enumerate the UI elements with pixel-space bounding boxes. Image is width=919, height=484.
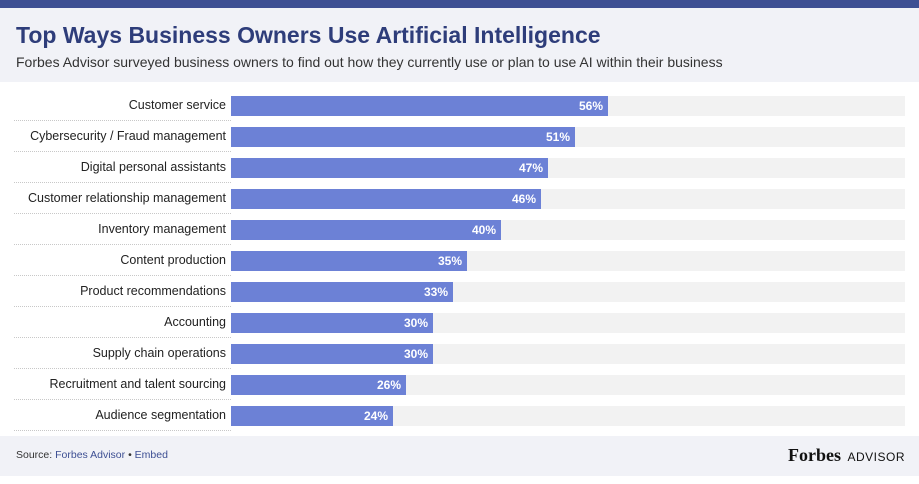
bar-value-label: 35% <box>437 254 462 268</box>
bar[interactable]: 47% <box>231 158 548 178</box>
bar-value-label: 30% <box>403 347 428 361</box>
row-divider <box>14 430 231 431</box>
bar-value-label: 46% <box>511 192 536 206</box>
bar-value-label: 56% <box>578 99 603 113</box>
bar[interactable]: 40% <box>231 220 501 240</box>
bar-row: Recruitment and talent sourcing 26% <box>0 369 919 400</box>
bar-row: Content production 35% <box>0 245 919 276</box>
bar-value-label: 24% <box>363 409 388 423</box>
bar-row: Inventory management 40% <box>0 214 919 245</box>
bar-row: Accounting 30% <box>0 307 919 338</box>
bar[interactable]: 24% <box>231 406 393 426</box>
category-label: Recruitment and talent sourcing <box>49 377 226 391</box>
logo-advisor-text: ADVISOR <box>847 450 905 464</box>
bar[interactable]: 46% <box>231 189 541 209</box>
row-divider <box>14 306 231 307</box>
bar-row: Audience segmentation 24% <box>0 400 919 431</box>
bar-track: 47% <box>231 158 905 178</box>
chart-subtitle: Forbes Advisor surveyed business owners … <box>16 54 723 70</box>
category-label: Accounting <box>164 315 226 329</box>
bar-value-label: 40% <box>471 223 496 237</box>
category-label: Customer service <box>128 98 226 112</box>
row-divider <box>14 368 231 369</box>
bar-track: 26% <box>231 375 905 395</box>
bar[interactable]: 33% <box>231 282 453 302</box>
row-divider <box>14 120 231 121</box>
category-label: Content production <box>120 253 226 267</box>
bar-row: Digital personal assistants 47% <box>0 152 919 183</box>
source-prefix: Source: <box>16 449 53 461</box>
category-label: Inventory management <box>98 222 226 236</box>
bar[interactable]: 56% <box>231 96 608 116</box>
source-separator: • <box>128 449 132 461</box>
category-label: Cybersecurity / Fraud management <box>30 129 226 143</box>
logo-forbes-text: Forbes <box>788 445 842 465</box>
chart-footer: Source: Forbes Advisor • Embed Forbes AD… <box>0 436 919 476</box>
bar-row: Customer service 56% <box>0 90 919 121</box>
bar-track: 30% <box>231 313 905 333</box>
bar[interactable]: 30% <box>231 344 433 364</box>
bar-value-label: 30% <box>403 316 428 330</box>
embed-link[interactable]: Embed <box>134 449 168 461</box>
bar-chart: Customer service 56% Cybersecurity / Fraud… <box>0 90 919 431</box>
row-divider <box>14 275 231 276</box>
top-accent-bar <box>0 0 919 8</box>
forbes-advisor-logo[interactable]: Forbes ADVISOR <box>788 445 905 466</box>
bar-track: 56% <box>231 96 905 116</box>
bar[interactable]: 30% <box>231 313 433 333</box>
category-label: Supply chain operations <box>92 346 226 360</box>
row-divider <box>14 337 231 338</box>
bar-value-label: 33% <box>423 285 448 299</box>
source-line: Source: Forbes Advisor • Embed <box>16 449 168 461</box>
category-label: Product recommendations <box>80 284 226 298</box>
bar-track: 51% <box>231 127 905 147</box>
row-divider <box>14 399 231 400</box>
source-link[interactable]: Forbes Advisor <box>55 449 126 461</box>
row-divider <box>14 182 231 183</box>
row-divider <box>14 244 231 245</box>
bar[interactable]: 26% <box>231 375 406 395</box>
category-label: Customer relationship management <box>27 191 226 205</box>
bar-track: 33% <box>231 282 905 302</box>
bar[interactable]: 51% <box>231 127 575 147</box>
bar-track: 46% <box>231 189 905 209</box>
bar[interactable]: 35% <box>231 251 467 271</box>
bar-track: 35% <box>231 251 905 271</box>
bar-row: Product recommendations 33% <box>0 276 919 307</box>
bar-track: 40% <box>231 220 905 240</box>
bar-value-label: 47% <box>518 161 543 175</box>
bar-value-label: 26% <box>376 378 401 392</box>
bar-track: 24% <box>231 406 905 426</box>
bar-row: Supply chain operations 30% <box>0 338 919 369</box>
row-divider <box>14 213 231 214</box>
bar-row: Customer relationship management 46% <box>0 183 919 214</box>
category-label: Digital personal assistants <box>80 160 226 174</box>
chart-title: Top Ways Business Owners Use Artificial … <box>16 22 601 48</box>
bar-value-label: 51% <box>545 130 570 144</box>
chart-header: Top Ways Business Owners Use Artificial … <box>0 8 919 82</box>
category-label: Audience segmentation <box>95 408 226 422</box>
bar-track: 30% <box>231 344 905 364</box>
row-divider <box>14 151 231 152</box>
bar-row: Cybersecurity / Fraud management 51% <box>0 121 919 152</box>
